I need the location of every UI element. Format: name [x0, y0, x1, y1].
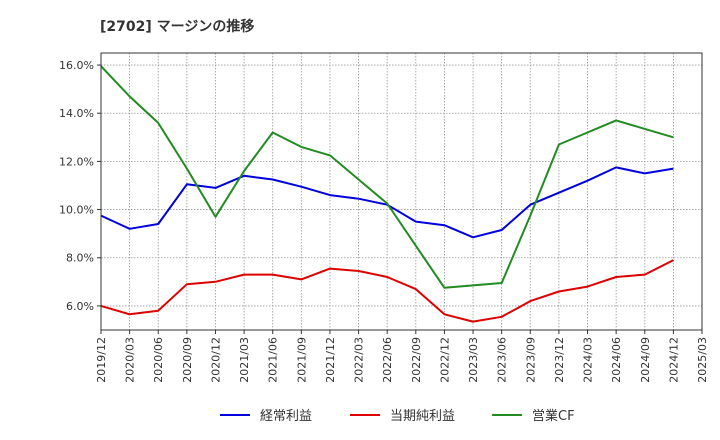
x-tick-label: 2021/09: [295, 337, 308, 383]
legend-label: 当期純利益: [390, 409, 455, 424]
x-tick-label: 2023/06: [496, 337, 509, 383]
chart-title: [2702] マージンの推移: [100, 18, 254, 35]
x-tick-label: 2023/09: [524, 337, 537, 383]
legend-label: 営業CF: [532, 408, 575, 424]
x-tick-label: 2023/03: [467, 337, 480, 383]
x-tick-label: 2024/12: [667, 337, 680, 383]
x-tick-label: 2020/09: [181, 337, 194, 383]
y-tick-label: 14.0%: [59, 107, 94, 120]
y-tick-label: 12.0%: [59, 155, 94, 168]
x-tick-label: 2021/12: [324, 337, 337, 383]
series-line-2: [100, 259, 674, 323]
x-tick-label: 2020/03: [124, 337, 137, 383]
series-line-3: [100, 65, 674, 289]
y-axis: 6.0% 8.0% 10.0% 12.0% 14.0% 16.0%: [59, 59, 101, 313]
y-tick-label: 6.0%: [66, 300, 94, 313]
grid: [101, 53, 702, 330]
legend-label: 経常利益: [260, 409, 312, 424]
x-tick-label: 2021/03: [238, 337, 251, 383]
x-tick-label: 2024/03: [582, 337, 595, 383]
x-tick-label: 2022/09: [410, 337, 423, 383]
legend: 経常利益 当期純利益 営業CF: [220, 408, 575, 424]
x-tick-label: 2024/06: [610, 337, 623, 383]
plot-area: [101, 53, 702, 330]
series-lines: [100, 65, 674, 323]
x-tick-label: 2019/12: [95, 337, 108, 383]
x-axis: 2019/12 2020/03 2020/06 2020/09 2020/12 2021/…: [95, 330, 709, 383]
x-tick-label: 2022/06: [381, 337, 394, 383]
y-tick-label: 8.0%: [66, 252, 94, 265]
x-tick-label: 2023/12: [553, 337, 566, 383]
legend-item: 経常利益: [220, 409, 312, 424]
x-tick-label: 2025/03: [696, 337, 709, 383]
x-tick-label: 2024/09: [639, 337, 652, 383]
x-tick-label: 2022/03: [353, 337, 366, 383]
x-tick-label: 2020/12: [209, 337, 222, 383]
plot-frame: [100, 52, 703, 331]
y-tick-label: 16.0%: [59, 59, 94, 72]
x-tick-label: 2020/06: [152, 337, 165, 383]
x-tick-label: 2022/12: [438, 337, 451, 383]
legend-item: 営業CF: [492, 408, 575, 424]
legend-item: 当期純利益: [350, 409, 455, 424]
y-tick-label: 10.0%: [59, 204, 94, 217]
x-tick-label: 2021/06: [267, 337, 280, 383]
